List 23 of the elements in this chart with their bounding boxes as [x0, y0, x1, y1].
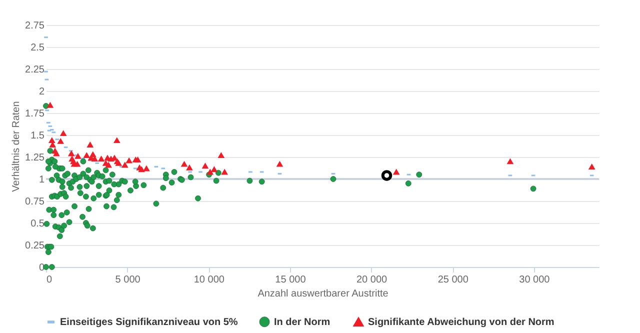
y-tick-label: 0.5: [30, 218, 45, 230]
legend-label: In der Norm: [274, 316, 330, 328]
y-tick-label: 1.75: [25, 108, 45, 120]
y-tick-label: 2.75: [25, 20, 45, 32]
y-tick-label: 0.25: [25, 240, 45, 252]
legend-label: Signifikante Abweichung von der Norm: [368, 316, 554, 328]
legend-label: Einseitiges Signifikanzniveau von 5%: [60, 317, 238, 328]
x-tick-label: 20 000: [356, 274, 388, 286]
x-tick-label: 30 000: [519, 274, 550, 286]
x-tick-label: 0: [46, 274, 52, 286]
x-tick-label: 15 000: [275, 274, 306, 286]
y-tick-label: 1.25: [25, 152, 45, 164]
x-tick-label: 10 000: [194, 274, 225, 286]
y-tick-label: 1: [38, 174, 45, 186]
x-axis-title: Anzahl auswertbarer Austritte: [258, 288, 389, 300]
x-tick-label: 25 000: [438, 274, 469, 286]
y-tick-label: 0.75: [25, 196, 45, 208]
x-tick-label: 5 000: [115, 274, 141, 286]
y-tick-label: 2.25: [25, 64, 45, 76]
y-tick-label: 2: [38, 86, 45, 98]
y-axis-title: Verhältnis der Raten: [11, 101, 22, 192]
y-tick-label: 1.5: [30, 130, 45, 142]
y-tick-label: 2.5: [30, 42, 45, 54]
